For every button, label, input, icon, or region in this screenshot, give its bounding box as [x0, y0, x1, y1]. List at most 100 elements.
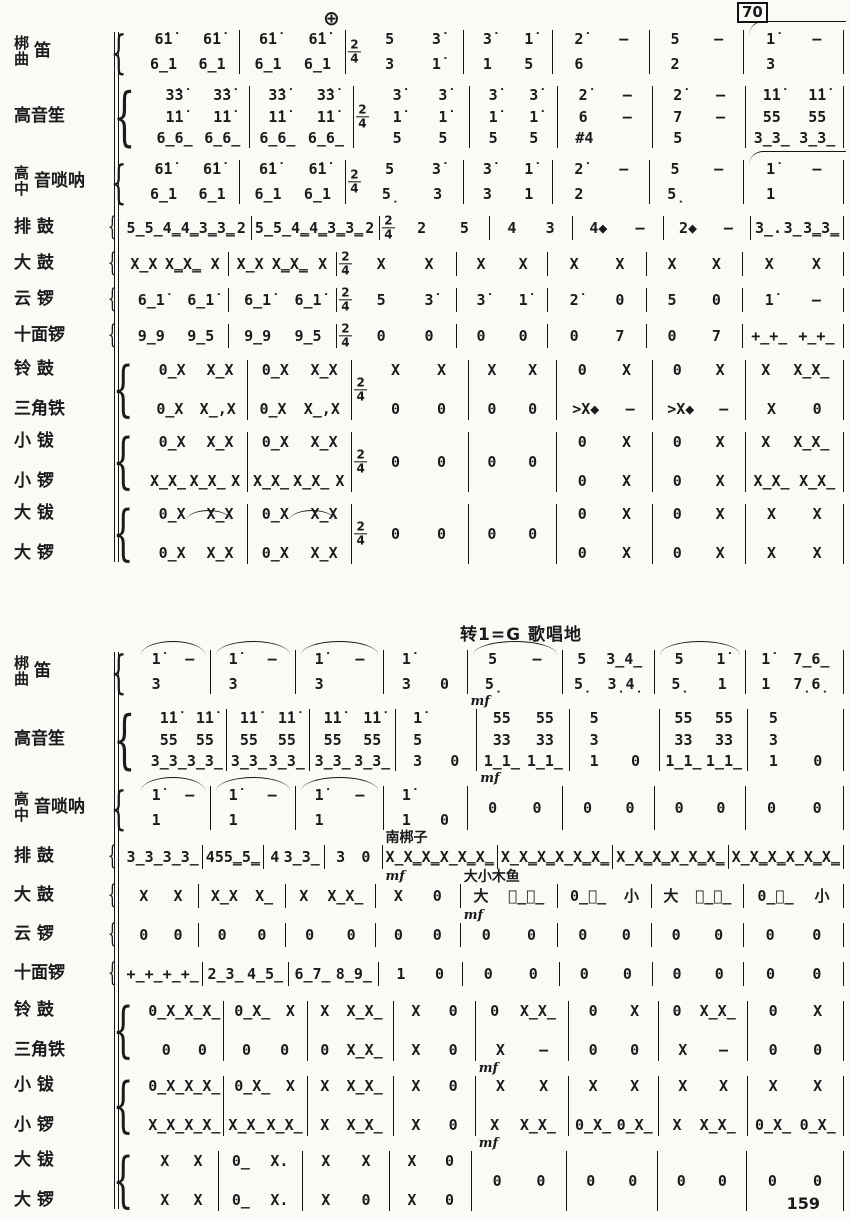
note-token: X: [718, 1077, 728, 1095]
notation-line: 1̲1̲ 1̲1̲: [663, 752, 744, 771]
note-token: X̲X̲: [184, 1077, 221, 1095]
measure-content: 0̲大̲ 小: [561, 884, 648, 908]
instrument-label-text: 小 钹: [14, 431, 54, 451]
measure-cell: +̲+̲ +̲+̲: [741, 324, 843, 348]
note-token: 6̲1̇: [294, 290, 322, 309]
note-token: 1̇1̇: [268, 107, 287, 126]
note-token: 0: [448, 1002, 458, 1020]
note-token: 9̲5: [294, 326, 322, 345]
time-signature-numerator: 2: [348, 167, 361, 183]
note-token: X: [321, 1191, 331, 1210]
staff-brace: {: [104, 359, 142, 420]
notation-line: >X◆ –: [560, 400, 649, 419]
note-token: 0: [432, 925, 442, 944]
note-token: 0̲X: [158, 544, 186, 563]
measure-cell: 2 4 5 3̇ 3 1̇: [345, 30, 463, 74]
note-token: X̲X̲: [184, 1002, 221, 1020]
notation-line: 3: [573, 731, 656, 750]
note-token: 5: [385, 30, 395, 48]
measure-cell: 6̇1̇ 6̇1̇ 6̲1 6̲1: [136, 30, 239, 74]
note-token: 2: [417, 218, 427, 237]
note-token: 4̳4̳3̳3̳: [291, 218, 364, 237]
notation-line: 大小̲小̲: [655, 887, 740, 906]
note-token: 5: [459, 218, 469, 237]
notation-line: 2̲3̲ 4̲5̲: [206, 965, 285, 984]
measure-cell: 2̇ 0: [547, 288, 646, 312]
note-token: 0: [676, 1171, 686, 1190]
measure-cell: 9̲9 9̲5: [228, 324, 336, 348]
staff-paigu: 排 鼓{3̲3̲ 3̲3̲ 45 5̳5̳ 4 3̲3̲ 3 0 南梆子 mf X̲ X̳X̳ X̲ X̳…: [8, 830, 844, 884]
notation-line: 5̣: [653, 185, 740, 204]
measure-content: X X 0̲X̲ 0̲X̲: [572, 1077, 655, 1135]
instrument-label-text: 云 锣: [14, 924, 54, 945]
note-token: 0: [361, 1191, 371, 1210]
measure-content: 6̲1̇ 6̲1̇: [127, 288, 226, 312]
note-token: 1: [761, 675, 771, 694]
note-token: 1: [151, 811, 161, 830]
notation-line: #4: [561, 129, 649, 148]
note-token: 0: [672, 361, 682, 379]
notation-line: 0̲X X̲X: [251, 433, 349, 452]
staff-xiaobo-xiaoluo: 小 钹小 锣{0̲X X̲X X̲X̲ X̲X̲ X 0̲X X̲X X̲X̲ X̲X̲ X 2 4 0…: [8, 431, 844, 492]
measure-cell: 1̇ 3 0: [383, 650, 466, 694]
note-token: >X◆: [572, 400, 600, 419]
note-token: 0̲X̲: [148, 1002, 185, 1020]
measure-cell: 0̲X X̲X 0̲X X̲,X: [246, 360, 352, 420]
notation-line: 1̇1̇ 1̇1̇: [253, 108, 350, 127]
measure-content: X X 0̲X̲ 0̲X̲: [751, 1077, 840, 1135]
measure-cell: 6̲7̲ 8̲9̲: [287, 962, 378, 986]
note-token: 6̇1̇: [308, 160, 327, 178]
system-start-barline: [114, 32, 119, 562]
notation-line: 6̲6̲ 6̲6̲: [151, 129, 246, 148]
note-token: 0: [586, 1171, 596, 1190]
measure-content: 0 X̲X̲ X –: [662, 1002, 743, 1060]
note-token: 0: [812, 1171, 822, 1190]
measure-cell: 6̲1̇ 6̲1̇: [124, 288, 229, 312]
measure-cell: mf 55 55 33 33 1̲1̲ 1̲1̲: [476, 709, 569, 786]
instrument-label-text: 高: [14, 790, 30, 809]
measure-content: 1̇1̇ 1̇1̇ 55 55 3̲3̲ 3̲3̲: [151, 709, 223, 771]
note-token: X: [299, 886, 309, 905]
instrument-label-text: 三角铁: [14, 399, 65, 420]
note-token: –: [719, 400, 729, 419]
instrument-label-text: 曲: [14, 50, 30, 68]
note-token: 7: [711, 326, 721, 345]
note-token: 1: [768, 752, 778, 771]
note-token: 1̇: [392, 107, 402, 126]
note-token: –: [622, 107, 632, 126]
note-token: X̲X̲: [327, 886, 364, 905]
note-token: X̲X̲: [753, 472, 790, 491]
measure-content: 1̇ – 1: [747, 160, 840, 204]
note-token: +̲+̲: [126, 964, 163, 983]
note-token: X: [715, 544, 725, 563]
staff-linggu-sanjiaotie: 铃 鼓三角铁{0̲X X̲X 0̲X X̲,X 0̲X X̲X 0̲X X̲,X 2 4 X X 0 0 X…: [8, 359, 844, 420]
note-token: 2: [365, 218, 375, 237]
staff-brace: {: [104, 921, 121, 947]
measure-content: 5 3̇: [340, 288, 453, 312]
note-token: 4◆: [589, 218, 608, 237]
measure-cell: 5̲5̲ 4̳4̳3̳3̳ 2: [124, 216, 251, 240]
note-token: 0: [280, 1041, 290, 1060]
note-token: 0: [487, 524, 497, 543]
notation-line: 0̲X̲ X: [227, 1077, 303, 1096]
instrument-label: 大 钹大 锣: [8, 504, 104, 564]
